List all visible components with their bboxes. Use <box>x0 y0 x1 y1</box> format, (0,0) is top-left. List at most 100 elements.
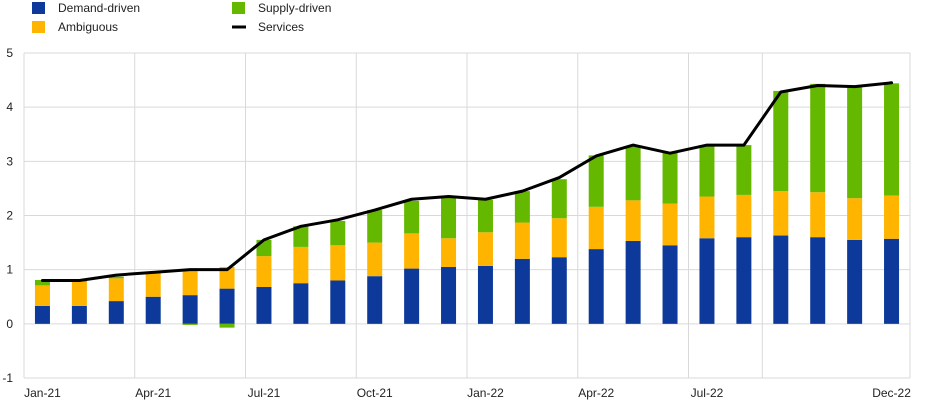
bar-demand-driven <box>367 276 383 324</box>
legend-item-ambiguous: Ambiguous <box>32 20 118 34</box>
bar-ambiguous <box>441 238 457 267</box>
bar-demand-driven <box>477 265 493 324</box>
bar-demand-driven <box>884 238 900 324</box>
y-tick-label: 1 <box>6 263 13 277</box>
bar-demand-driven <box>293 283 309 324</box>
bar-demand-driven <box>108 301 124 324</box>
legend-swatch <box>32 2 45 14</box>
bar-supply-driven <box>108 276 124 279</box>
bar-demand-driven <box>773 235 789 324</box>
bar-ambiguous <box>884 195 900 239</box>
bar-supply-driven <box>404 200 420 234</box>
bar-ambiguous <box>404 233 420 269</box>
bar-demand-driven <box>145 296 161 324</box>
bar-demand-driven <box>34 305 50 324</box>
bar-ambiguous <box>330 245 346 281</box>
bar-supply-driven <box>551 179 567 219</box>
bar-supply-driven <box>330 220 346 246</box>
bar-ambiguous <box>34 285 50 306</box>
y-tick-label: 0 <box>6 317 13 331</box>
legend-item-supply-driven: Supply-driven <box>232 1 331 15</box>
bar-ambiguous <box>625 200 641 241</box>
x-tick-label: Oct-21 <box>357 386 393 400</box>
bar-demand-driven <box>588 249 604 324</box>
x-axis-tick-labels: Jan-21 Apr-21 Jul-21 Oct-21 Jan-22 Apr-22 Jul-… <box>24 386 911 400</box>
bar-supply-driven <box>34 279 50 286</box>
bar-demand-driven <box>810 237 826 324</box>
bar-supply-driven <box>182 323 198 325</box>
bar-demand-driven <box>182 295 198 324</box>
x-tick-label: Dec-22 <box>872 386 911 400</box>
x-tick-label: Jan-21 <box>24 386 61 400</box>
legend-label: Ambiguous <box>58 20 118 34</box>
bar-supply-driven <box>847 87 863 199</box>
y-axis-tick-labels: -1 0 1 2 3 4 5 <box>2 46 13 385</box>
bar-supply-driven <box>810 83 826 193</box>
bar-supply-driven <box>884 83 900 196</box>
bar-ambiguous <box>367 242 383 277</box>
y-tick-label: 5 <box>6 46 13 60</box>
bar-demand-driven <box>219 288 235 324</box>
line-services <box>40 81 894 282</box>
bar-ambiguous <box>736 194 752 238</box>
bar-supply-driven <box>773 90 789 192</box>
bar-ambiguous <box>588 206 604 250</box>
bar-demand-driven <box>71 305 87 324</box>
bar-supply-driven <box>441 197 457 239</box>
bar-demand-driven <box>662 245 678 324</box>
bars <box>34 83 900 328</box>
bar-ambiguous <box>514 222 530 259</box>
bar-ambiguous <box>810 192 826 238</box>
bar-ambiguous <box>847 198 863 240</box>
series-lines <box>40 81 894 282</box>
bar-demand-driven <box>404 268 420 324</box>
bar-demand-driven <box>736 237 752 324</box>
bar-supply-driven <box>699 145 715 197</box>
x-tick-label: Apr-21 <box>135 386 171 400</box>
bar-supply-driven <box>219 323 235 328</box>
bar-ambiguous <box>219 266 235 289</box>
bar-ambiguous <box>256 256 272 287</box>
bar-ambiguous <box>773 191 789 236</box>
bar-supply-driven <box>662 152 678 204</box>
legend-item-demand-driven: Demand-driven <box>32 1 140 15</box>
x-tick-label: Apr-22 <box>578 386 614 400</box>
legend-label: Services <box>258 20 304 34</box>
bar-demand-driven <box>441 266 457 324</box>
bar-supply-driven <box>477 199 493 233</box>
x-tick-label: Jan-22 <box>467 386 504 400</box>
bar-ambiguous <box>662 203 678 246</box>
y-tick-label: 3 <box>6 154 13 168</box>
bar-demand-driven <box>330 280 346 324</box>
bar-ambiguous <box>551 218 567 258</box>
bar-supply-driven <box>588 155 604 207</box>
bar-ambiguous <box>108 278 124 302</box>
bar-demand-driven <box>699 238 715 324</box>
bar-supply-driven <box>367 210 383 243</box>
legend-swatch <box>32 21 45 33</box>
bar-ambiguous <box>699 196 715 239</box>
legend-label: Demand-driven <box>58 1 140 15</box>
bar-supply-driven <box>625 146 641 201</box>
legend-item-services: Services <box>232 20 304 34</box>
bar-ambiguous <box>182 270 198 296</box>
bar-supply-driven <box>293 226 309 247</box>
legend: Demand-driven Supply-driven Ambiguous Servi… <box>32 1 331 34</box>
bar-demand-driven <box>256 287 272 324</box>
y-tick-label: 4 <box>6 100 13 114</box>
bar-supply-driven <box>514 191 530 223</box>
bar-supply-driven <box>736 145 752 195</box>
bar-ambiguous <box>71 281 87 306</box>
legend-swatch <box>232 2 245 14</box>
y-tick-label: 2 <box>6 209 13 223</box>
bar-demand-driven <box>847 239 863 324</box>
legend-label: Supply-driven <box>258 1 331 15</box>
bar-demand-driven <box>514 258 530 324</box>
x-tick-label: Jul-22 <box>691 386 724 400</box>
bar-ambiguous <box>293 246 309 284</box>
bar-demand-driven <box>625 240 641 324</box>
bar-demand-driven <box>551 257 567 324</box>
x-tick-label: Jul-21 <box>248 386 281 400</box>
bar-ambiguous <box>477 232 493 266</box>
